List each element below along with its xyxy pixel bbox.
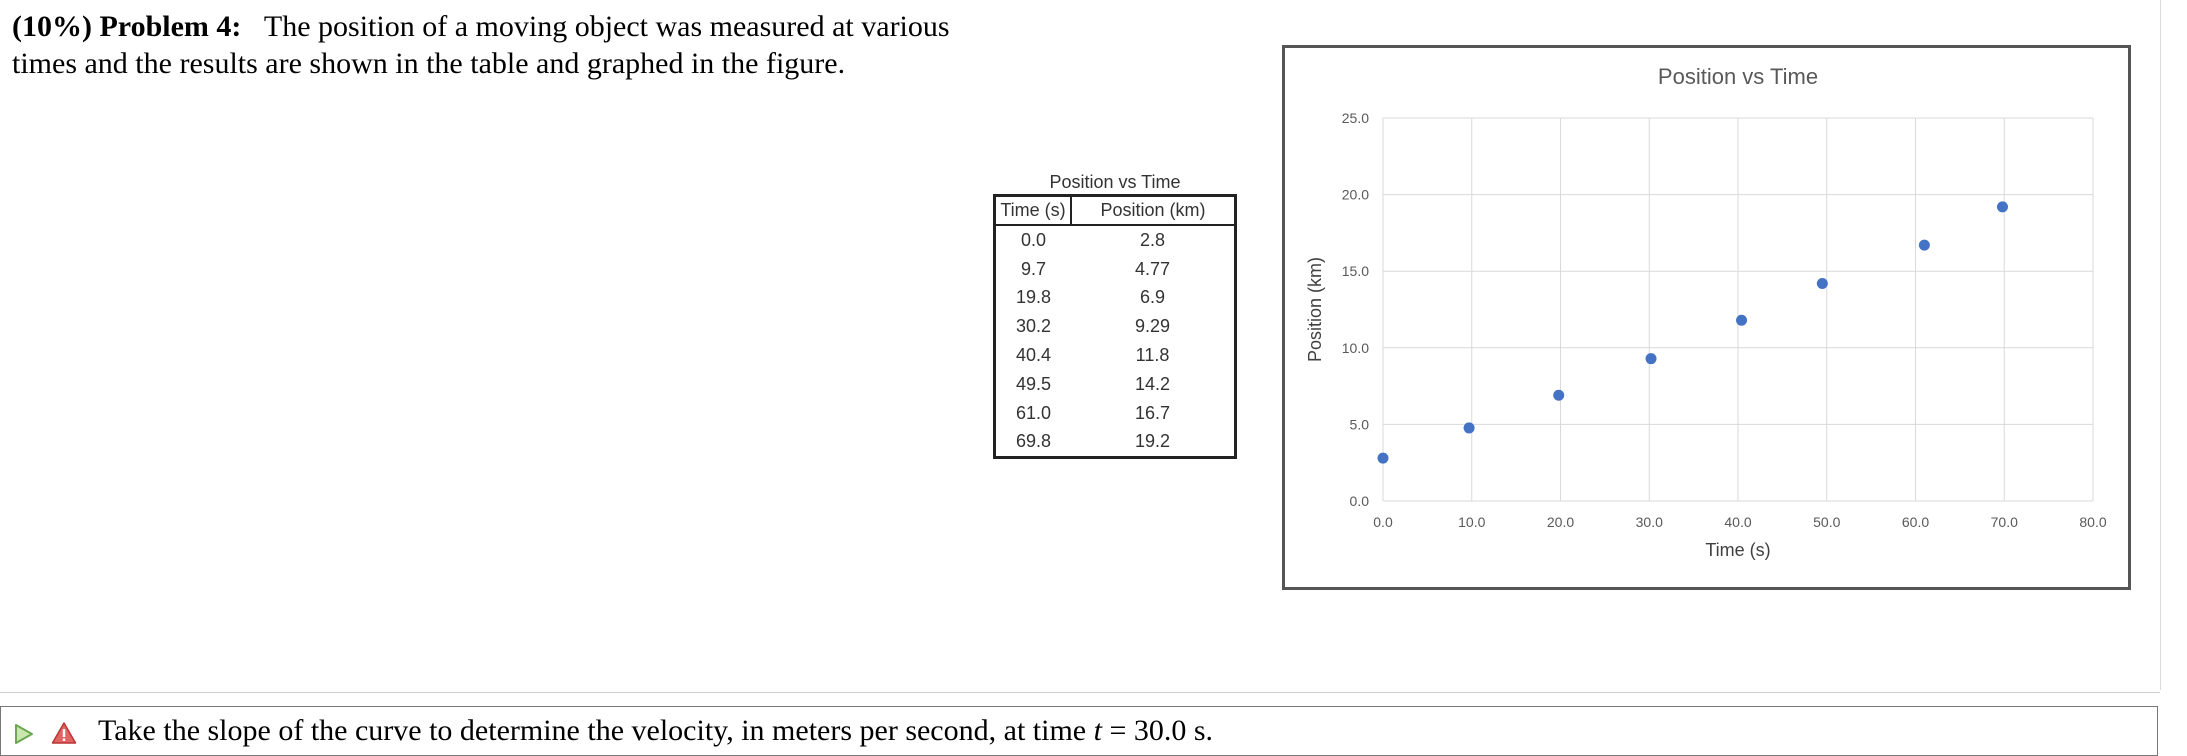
question-bar: Take the slope of the curve to determine… (0, 706, 2158, 756)
y-tick-label: 15.0 (1342, 263, 1369, 279)
cell-time: 30.2 (1015, 316, 1052, 337)
cell-time: 9.7 (1020, 258, 1047, 279)
data-point (1645, 353, 1657, 365)
data-point (1736, 314, 1748, 326)
cell-position: 9.29 (1134, 316, 1171, 337)
section-divider (0, 692, 2160, 693)
table-row: 40.4 11.8 (995, 341, 1236, 370)
chart-title: Position vs Time (1658, 64, 1818, 89)
data-point (1996, 201, 2008, 213)
question-variable: t (1093, 714, 1102, 747)
table-title: Position vs Time (1049, 172, 1181, 192)
position-time-table: Time (s) Position (km) 0.0 2.8 9.7 4.77 19.8… (993, 194, 1237, 460)
table-row: 19.8 6.9 (995, 284, 1236, 313)
problem-body: The position of a moving object was meas… (12, 10, 950, 80)
question-prefix: Take the slope of the curve to determine… (98, 714, 1094, 747)
x-tick-label: 0.0 (1373, 514, 1393, 530)
column-header-position: Position (km) (1071, 195, 1236, 226)
y-tick-label: 25.0 (1342, 110, 1369, 126)
x-tick-label: 80.0 (2079, 514, 2106, 530)
data-point (1918, 239, 1930, 251)
data-table-panel: Position vs Time Time (s) Position (km) … (993, 170, 1237, 460)
x-tick-label: 20.0 (1547, 514, 1574, 530)
question-text: Take the slope of the curve to determine… (98, 713, 1213, 749)
y-tick-label: 20.0 (1342, 187, 1369, 203)
problem-statement: (10%) Problem 4: The position of a movin… (12, 8, 952, 82)
cell-time: 19.8 (1015, 287, 1052, 308)
table-row: 61.0 16.7 (995, 399, 1236, 428)
cell-position: 6.9 (1139, 287, 1166, 308)
table-row: 69.8 19.2 (995, 428, 1236, 458)
cell-time: 40.4 (1015, 345, 1052, 366)
x-tick-label: 50.0 (1813, 514, 1840, 530)
page-divider-vertical (2160, 0, 2161, 690)
data-point (1816, 277, 1828, 289)
y-tick-label: 5.0 (1350, 416, 1370, 432)
cell-position: 11.8 (1135, 345, 1170, 366)
play-triangle-icon[interactable] (13, 723, 35, 750)
y-axis-label: Position (km) (1305, 257, 1325, 362)
y-tick-label: 0.0 (1350, 493, 1370, 509)
table-row: 30.2 9.29 (995, 312, 1236, 341)
x-axis-label: Time (s) (1705, 540, 1770, 560)
cell-position: 16.7 (1134, 402, 1171, 423)
cell-time: 61.0 (1015, 402, 1052, 423)
cell-time: 0.0 (1020, 229, 1047, 250)
position-time-chart: 0.0 10.0 20.0 30.0 40.0 50.0 60.0 70.0 80.0 0.0 5.… (1305, 64, 2107, 560)
problem-weight: (10%) (12, 10, 92, 43)
data-point (1377, 452, 1389, 464)
data-point (1463, 422, 1475, 434)
warning-icon (51, 721, 77, 750)
cell-position: 2.8 (1139, 229, 1166, 250)
table-row: 49.5 14.2 (995, 370, 1236, 399)
data-point (1553, 389, 1565, 401)
x-tick-label: 70.0 (1991, 514, 2018, 530)
x-tick-label: 60.0 (1902, 514, 1929, 530)
x-tick-label: 30.0 (1636, 514, 1663, 530)
chart-frame: 0.0 10.0 20.0 30.0 40.0 50.0 60.0 70.0 80.0 0.0 5.… (1282, 45, 2131, 590)
cell-time: 69.8 (1015, 431, 1052, 452)
cell-time: 49.5 (1015, 373, 1052, 394)
x-tick-label: 10.0 (1458, 514, 1485, 530)
table-row: 0.0 2.8 (995, 225, 1236, 255)
problem-label: Problem 4: (99, 10, 242, 43)
table-row: 9.7 4.77 (995, 255, 1236, 284)
table-header-row: Time (s) Position (km) (994, 195, 1236, 226)
question-suffix: = 30.0 s. (1101, 714, 1214, 747)
cell-position: 19.2 (1134, 431, 1171, 452)
y-tick-label: 10.0 (1342, 340, 1369, 356)
column-header-time: Time (s) (994, 195, 1072, 226)
cell-position: 4.77 (1134, 258, 1171, 279)
x-tick-label: 40.0 (1724, 514, 1751, 530)
cell-position: 14.2 (1134, 373, 1171, 394)
table-body: 0.0 2.8 9.7 4.77 19.8 6.9 30.2 9.29 40.4 11.8 49.5… (995, 225, 1236, 458)
